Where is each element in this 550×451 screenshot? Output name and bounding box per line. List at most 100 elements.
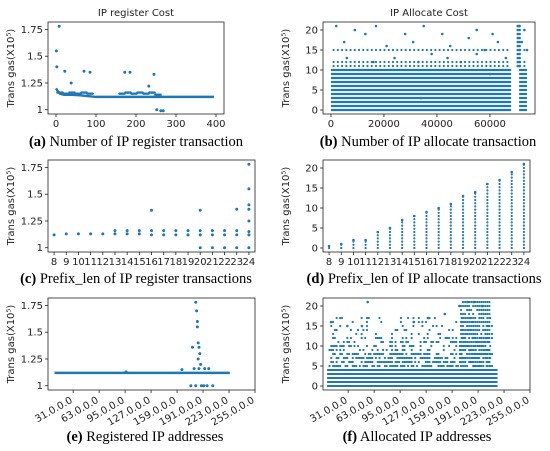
panel-caption: (e) Registered IP addresses	[67, 429, 224, 445]
data-point	[465, 308, 469, 312]
y-tick-label: 5	[312, 362, 318, 373]
data-point	[63, 69, 67, 73]
data-point	[518, 28, 521, 32]
data-point	[470, 320, 473, 324]
data-point	[516, 28, 520, 32]
data-point	[455, 336, 458, 340]
data-point	[476, 328, 479, 332]
data-point	[348, 360, 351, 364]
data-point	[498, 178, 501, 182]
data-point	[76, 232, 80, 236]
x-tick-label: 18	[444, 257, 457, 268]
data-point	[461, 348, 465, 352]
y-axis-label: Trans gas(X10⁵)	[6, 305, 17, 385]
data-point	[478, 320, 481, 324]
x-tick-label: 14	[121, 257, 134, 268]
data-point	[394, 348, 397, 352]
data-point	[405, 328, 408, 332]
chart-title: IP register Cost	[98, 8, 174, 19]
data-point	[486, 218, 489, 221]
data-point	[488, 324, 491, 328]
data-point	[522, 214, 526, 218]
data-point	[337, 340, 340, 344]
data-point	[455, 60, 458, 64]
data-point	[425, 48, 428, 52]
data-point	[426, 332, 429, 336]
data-point	[510, 243, 513, 246]
x-tick-label: 19	[182, 257, 195, 268]
data-point	[419, 344, 422, 348]
data-point	[510, 214, 513, 218]
data-point	[486, 224, 489, 227]
data-point	[247, 187, 251, 191]
data-point	[459, 352, 463, 356]
data-point	[510, 234, 513, 237]
data-point	[417, 316, 420, 320]
data-point	[400, 60, 403, 64]
data-point	[446, 60, 450, 64]
data-point	[490, 352, 494, 356]
data-point	[482, 300, 485, 304]
data-point	[468, 332, 471, 336]
data-point	[346, 324, 349, 328]
data-point	[472, 312, 475, 316]
data-point	[522, 240, 526, 243]
caption-text: Number of IP allocate transaction	[337, 134, 537, 150]
data-point	[174, 233, 178, 237]
data-point	[437, 356, 440, 360]
data-point	[330, 324, 333, 328]
data-point	[376, 237, 379, 240]
data-point	[425, 246, 428, 250]
data-point	[510, 246, 513, 250]
y-tick-label: 5	[312, 86, 318, 97]
data-point	[465, 352, 469, 356]
data-point	[430, 364, 433, 368]
plot-area	[52, 162, 251, 250]
data-point	[399, 320, 403, 324]
data-point	[348, 340, 351, 344]
x-tick-label: 12	[96, 257, 109, 268]
data-point	[406, 340, 410, 344]
data-point	[235, 207, 239, 211]
data-point	[467, 36, 471, 40]
data-point	[437, 240, 440, 243]
data-point	[463, 64, 467, 68]
data-point	[461, 364, 465, 368]
data-point	[474, 237, 477, 240]
x-tick-label: 21	[206, 257, 219, 268]
data-point	[410, 360, 413, 364]
data-point	[461, 340, 465, 344]
data-point	[437, 211, 440, 214]
data-point	[480, 316, 483, 320]
data-point	[516, 44, 520, 48]
data-point	[522, 166, 526, 170]
x-tick-label: 100	[86, 119, 105, 130]
data-point	[195, 309, 199, 313]
data-point	[476, 304, 479, 308]
y-tick-label: 1.75	[21, 163, 43, 174]
data-point	[510, 176, 513, 179]
data-point	[437, 206, 440, 210]
data-point	[351, 352, 354, 356]
data-point	[394, 344, 397, 348]
data-point	[385, 364, 388, 368]
data-point	[339, 348, 342, 352]
data-point	[424, 320, 428, 324]
data-point	[69, 81, 73, 85]
data-point	[367, 352, 370, 356]
y-tick-label: 0	[312, 382, 318, 393]
data-point	[498, 208, 501, 211]
x-tick-label: 22	[493, 257, 506, 268]
data-point	[446, 360, 449, 364]
data-point	[340, 344, 344, 348]
data-point	[431, 324, 435, 328]
data-point	[440, 32, 444, 36]
data-point	[388, 237, 392, 240]
data-point	[476, 364, 479, 368]
x-tick-label: 10	[347, 257, 360, 268]
data-point	[449, 234, 452, 237]
data-point	[459, 348, 463, 352]
data-point	[376, 348, 379, 352]
data-point	[345, 48, 348, 52]
data-point	[472, 340, 475, 344]
